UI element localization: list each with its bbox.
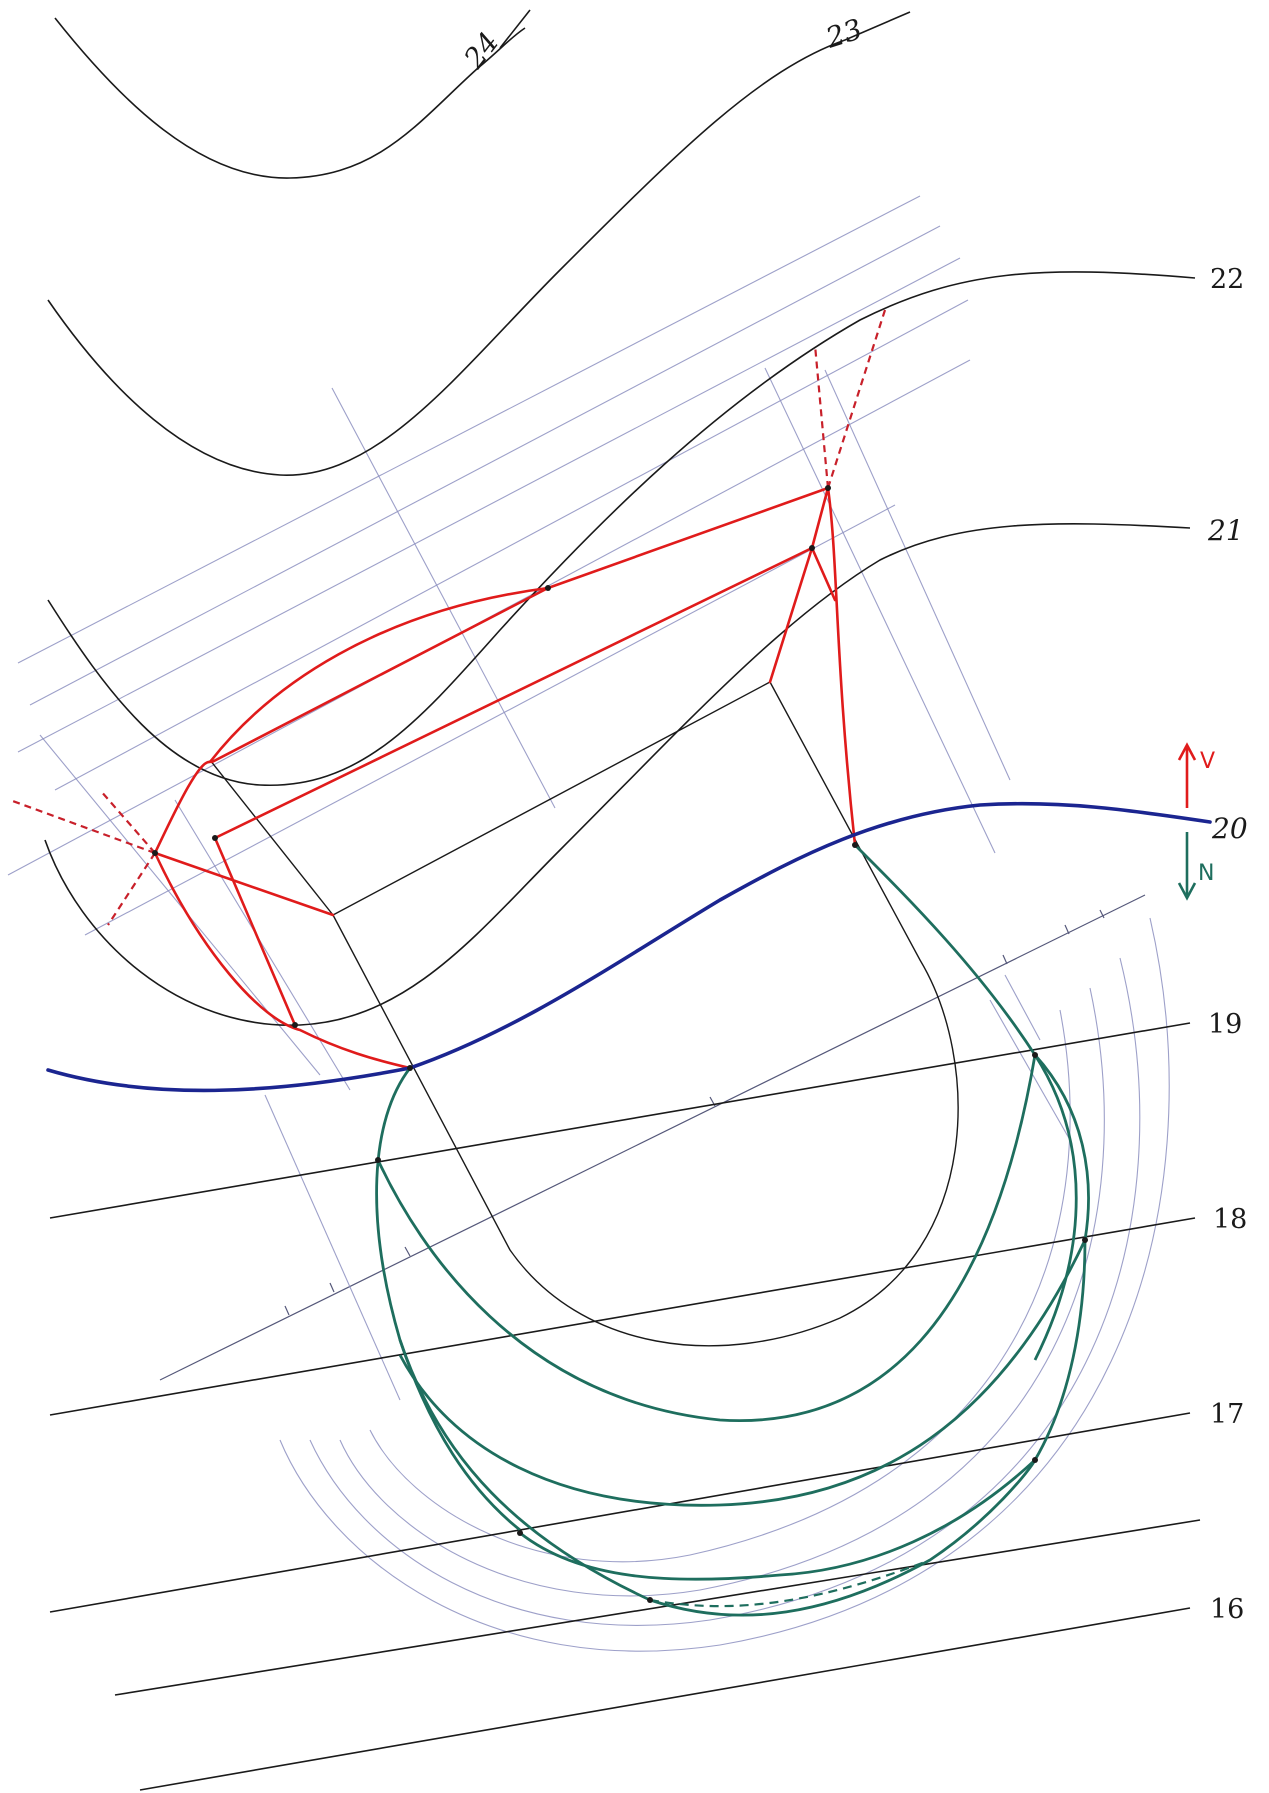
intersection-points [152,485,1088,1603]
zero-line [46,801,1212,1093]
label-24: 24 [457,26,506,75]
label-23: 23 [821,12,866,55]
label-19: 19 [1208,1009,1242,1040]
legend-up-letter: V [1200,749,1215,774]
label-22: 22 [1210,264,1244,295]
label-21: 21 [1207,514,1244,547]
label-20: 20 [1211,812,1248,845]
contour-22 [47,271,1196,786]
contour-23 [47,11,911,476]
contour-19 [49,1022,1191,1219]
fill-slope-lines [375,844,1090,1617]
label-17: 17 [1210,1399,1244,1430]
contour-18 [49,1217,1196,1416]
label-16: 16 [1210,1594,1244,1625]
contour-24 [54,17,526,179]
contour-16 [139,1607,1191,1791]
direction-legend: V N [1177,742,1215,901]
contour-21 [44,523,1191,1026]
road-outline [209,681,959,1347]
legend-down-letter: N [1198,861,1214,886]
label-18: 18 [1213,1204,1247,1235]
cut-slope-lines [9,309,887,1070]
contour-lines [44,9,1201,1791]
construction-lines [7,195,1170,1652]
contour-17 [49,1412,1191,1613]
